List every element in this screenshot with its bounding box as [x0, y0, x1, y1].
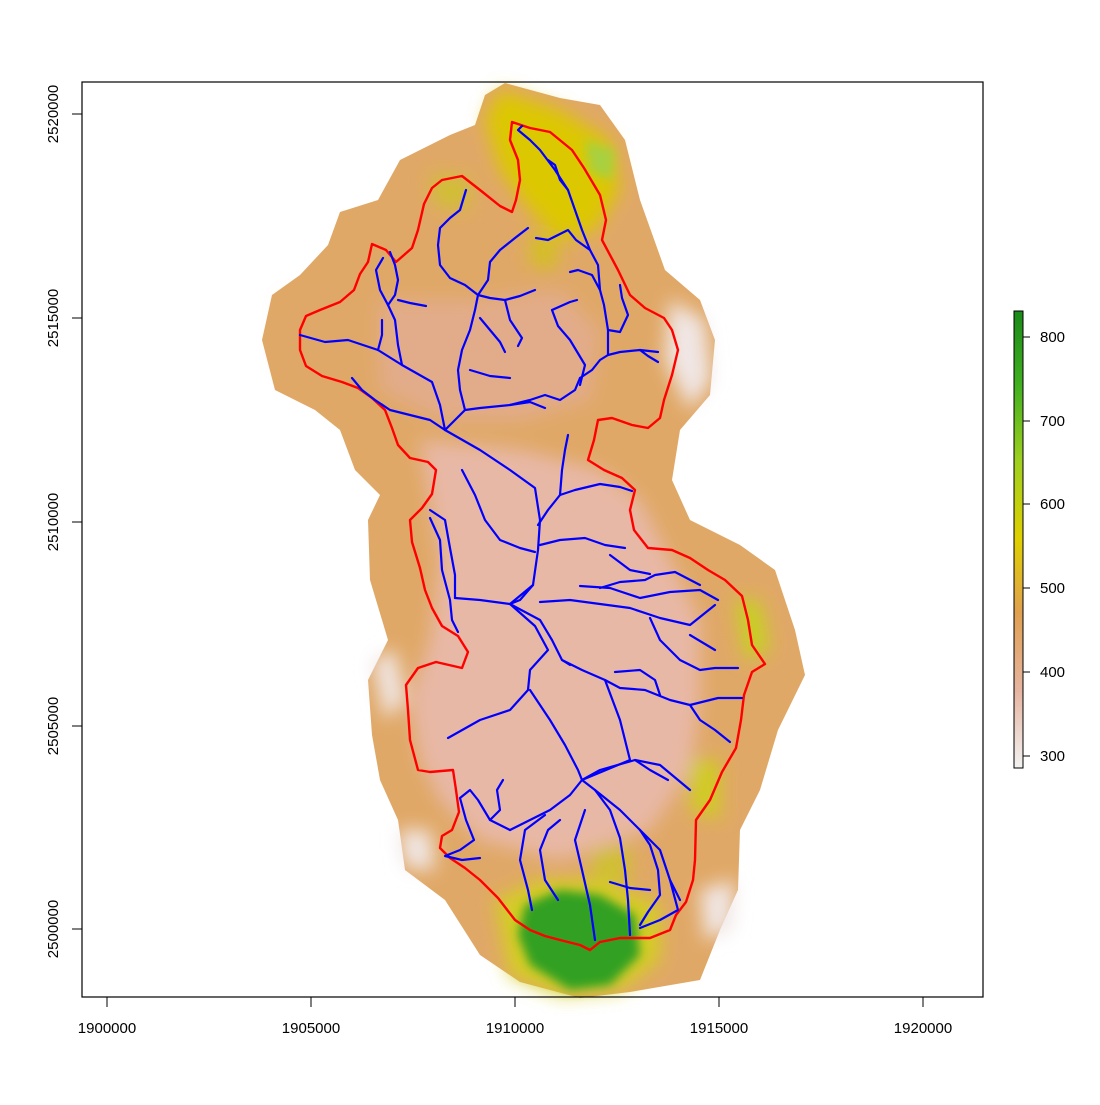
legend-tick-label: 400	[1040, 664, 1065, 681]
trib-west-7	[376, 318, 384, 352]
trib-east-2	[578, 584, 720, 602]
trunk-south	[508, 602, 682, 902]
trunk-southwest	[446, 583, 550, 740]
trib-south-2	[633, 758, 670, 782]
low-southeast	[700, 880, 735, 940]
x-tick-label: 1905000	[282, 1020, 340, 1037]
legend-tick-label: 500	[1040, 580, 1065, 597]
trib-east-1	[538, 598, 717, 627]
y-tick-label: 2515000	[45, 289, 62, 347]
trib-west-2	[428, 516, 460, 634]
trib-north-16	[546, 158, 570, 192]
trib-north-10	[550, 308, 587, 387]
trib-east-5	[538, 536, 627, 550]
trib-north-13	[534, 228, 610, 357]
trib-north-1	[443, 400, 547, 432]
y-axis	[72, 113, 83, 930]
trib-4	[573, 808, 597, 942]
trib-8	[538, 818, 562, 902]
trib-east-12	[558, 433, 570, 497]
trib-6	[443, 788, 512, 862]
legend-tick-label: 800	[1040, 329, 1065, 346]
low-east	[665, 300, 712, 410]
highland-south-2	[590, 845, 630, 885]
x-tick-label: 1910000	[486, 1020, 544, 1037]
lowland-core	[410, 440, 700, 860]
low-west	[372, 650, 405, 720]
trib-north-17	[606, 283, 630, 334]
trib-north-5	[436, 188, 480, 297]
trib-north-8	[468, 368, 512, 380]
peak-north	[585, 140, 615, 180]
legend-tick-label: 700	[1040, 413, 1065, 430]
trib-west-1	[428, 508, 457, 600]
trib-5	[518, 813, 547, 912]
trib-east-3	[598, 570, 702, 590]
main-stem	[298, 333, 542, 606]
highland-east-1	[735, 600, 770, 660]
trib-east-8	[603, 678, 744, 707]
elevation-raster	[262, 83, 805, 998]
y-tick-label: 2505000	[45, 697, 62, 755]
legend-tick-label: 600	[1040, 496, 1065, 513]
trib-east-11	[536, 482, 634, 527]
trib-east-6	[648, 616, 740, 672]
trib-north-11	[550, 298, 579, 312]
low-southwest	[398, 830, 435, 870]
trib-11	[638, 878, 680, 930]
highland-east-2	[690, 760, 720, 820]
trib-north-14	[568, 268, 602, 292]
trib-west-6	[396, 298, 428, 308]
legend-tick-label: 300	[1040, 748, 1065, 765]
peak-south	[518, 890, 640, 990]
trib-south-1	[560, 658, 572, 667]
trib-north-15	[516, 124, 592, 252]
elevation-legend: 300 400 500 600 700 800	[1013, 310, 1065, 769]
y-tick-label: 2510000	[45, 493, 62, 551]
mid-basin	[380, 290, 600, 420]
trib-north-7	[478, 316, 507, 354]
trib-north-6	[503, 298, 524, 348]
trib-north-4	[476, 226, 530, 297]
stream-network	[298, 124, 744, 942]
trib-7	[488, 778, 505, 822]
y-tick-label: 2520000	[45, 85, 62, 143]
legend-color-bar	[1013, 310, 1024, 769]
x-axis	[106, 996, 924, 1007]
watershed-boundary	[298, 120, 767, 952]
trib-3	[593, 788, 632, 937]
trib-10	[608, 880, 652, 892]
trib-9	[638, 828, 662, 927]
midslope	[280, 300, 380, 390]
x-tick-label: 1915000	[690, 1020, 748, 1037]
trib-west-3	[460, 468, 537, 554]
trib-north-18	[638, 348, 660, 364]
highland-north-2	[430, 175, 470, 210]
trib-north-2	[456, 293, 480, 412]
trib-west-8	[350, 376, 447, 432]
y-tick-label: 2500000	[45, 900, 62, 958]
trib-east-9	[688, 703, 732, 744]
trib-east-4	[608, 553, 652, 576]
trib-north-9	[508, 376, 582, 407]
x-tick-label: 1900000	[78, 1020, 136, 1037]
trib-east-10	[613, 668, 662, 697]
x-tick-label: 1920000	[894, 1020, 952, 1037]
trib-east-7	[688, 633, 717, 652]
trib-west-5	[386, 250, 400, 307]
highland-central	[530, 230, 560, 270]
